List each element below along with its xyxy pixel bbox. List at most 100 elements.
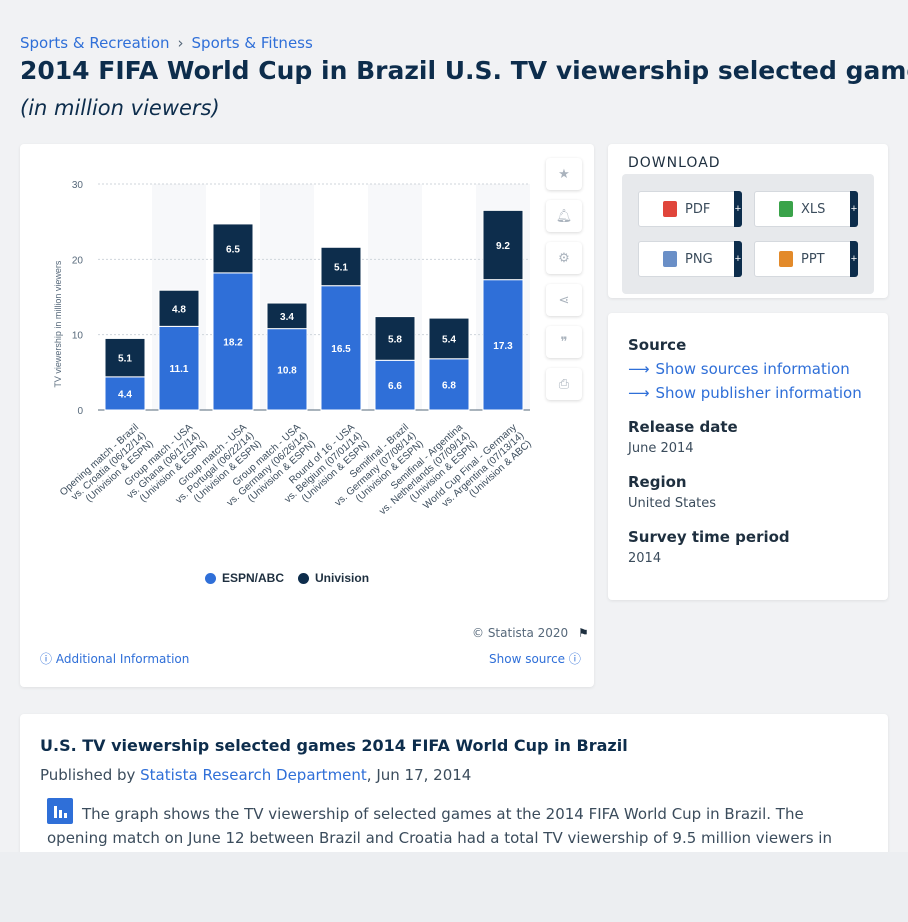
source-label: Source — [628, 336, 687, 354]
legend-dot-espn — [205, 572, 216, 584]
xls-file-icon — [779, 201, 793, 217]
info-icon: ⓘ — [40, 652, 53, 666]
y-tick-label: 30 — [72, 180, 84, 191]
data-label: 5.4 — [442, 334, 456, 345]
star-icon[interactable]: ★ — [546, 158, 582, 190]
download-title: DOWNLOAD — [628, 155, 721, 171]
breadcrumb-link-sports-fitness[interactable]: Sports & Fitness — [191, 34, 313, 52]
survey-period-label: Survey time period — [628, 528, 790, 546]
data-label: 5.1 — [118, 354, 132, 365]
show-sources-link[interactable]: ⟶ Show sources information — [628, 360, 850, 378]
xls-label: XLS — [801, 201, 826, 217]
y-tick-label: 0 — [77, 406, 83, 417]
bar-segment — [320, 246, 362, 287]
bar-segment — [158, 289, 200, 327]
data-label: 9.2 — [496, 241, 510, 252]
bar-chart-icon — [47, 798, 73, 824]
quote-icon[interactable]: ❞ — [546, 326, 582, 358]
legend-dot-univision — [298, 572, 310, 584]
copyright-text: © Statista 2020 — [472, 626, 569, 640]
legend-label-espn: ESPN/ABC — [222, 571, 285, 585]
show-publisher-link[interactable]: ⟶ Show publisher information — [628, 384, 862, 402]
data-label: 17.3 — [493, 341, 513, 352]
region-value: United States — [628, 496, 717, 511]
show-source-link[interactable]: Show source ⓘ — [489, 650, 581, 667]
bottom-band — [0, 852, 908, 922]
bar-segment — [266, 302, 308, 330]
bar-segment — [374, 316, 416, 361]
published-prefix: Published by — [40, 766, 141, 784]
data-label: 6.5 — [226, 244, 240, 255]
show-source-label: Show source — [489, 652, 566, 666]
png-label: PNG — [685, 251, 713, 267]
bar-segment — [158, 325, 200, 411]
download-pdf-button[interactable]: PDF — [638, 191, 742, 227]
data-label: 16.5 — [331, 344, 351, 355]
description-card — [20, 714, 888, 874]
data-label: 4.8 — [172, 304, 186, 315]
legend-item-univision[interactable]: Univision — [298, 571, 369, 585]
xls-plus-icon[interactable]: + — [850, 191, 858, 227]
region-label: Region — [628, 473, 687, 491]
survey-period-value: 2014 — [628, 551, 662, 566]
bell-icon[interactable]: 🔔︎ — [546, 200, 582, 232]
additional-information-link[interactable]: ⓘ Additional Information — [40, 650, 189, 667]
data-label: 11.1 — [170, 364, 189, 375]
published-date: , Jun 17, 2014 — [366, 766, 472, 784]
bar-segment — [266, 328, 308, 411]
legend-label-univision: Univision — [315, 571, 370, 585]
data-label: 5.8 — [388, 334, 402, 345]
download-ppt-button[interactable]: PPT — [754, 241, 858, 277]
ppt-file-icon — [779, 251, 793, 267]
download-png-button[interactable]: PNG — [638, 241, 742, 277]
legend-item-espn[interactable]: ESPN/ABC — [205, 571, 284, 585]
y-tick-label: 10 — [72, 331, 84, 342]
data-label: 18.2 — [223, 337, 243, 348]
ppt-plus-icon[interactable]: + — [850, 241, 858, 277]
arrow-right-icon: ⟶ — [628, 360, 650, 378]
data-label: 10.8 — [277, 365, 297, 376]
chart-copyright: © Statista 2020 ⚑ — [472, 626, 589, 640]
ppt-label: PPT — [801, 251, 825, 267]
release-date-label: Release date — [628, 418, 738, 436]
arrow-right-icon: ⟶ — [628, 384, 650, 402]
info-card — [608, 313, 888, 600]
chart-toolbar: ★ 🔔︎ ⚙ ⋖ ❞ ⎙ — [546, 158, 582, 400]
release-date-value: June 2014 — [628, 441, 694, 456]
gear-icon[interactable]: ⚙ — [546, 242, 582, 274]
print-icon[interactable]: ⎙ — [546, 368, 582, 400]
published-by: Published by Statista Research Departmen… — [40, 766, 471, 784]
bar-segment — [482, 209, 524, 281]
description-title: U.S. TV viewership selected games 2014 F… — [40, 736, 628, 755]
bar-segment — [374, 359, 416, 411]
bar-segment — [212, 223, 254, 274]
additional-information-label: Additional Information — [55, 652, 190, 666]
png-file-icon — [663, 251, 677, 267]
breadcrumb-separator: › — [177, 34, 184, 52]
y-tick-label: 20 — [72, 255, 84, 266]
png-plus-icon[interactable]: + — [734, 241, 742, 277]
pdf-plus-icon[interactable]: + — [734, 191, 742, 227]
share-icon[interactable]: ⋖ — [546, 284, 582, 316]
bar-segment — [212, 272, 254, 411]
download-xls-button[interactable]: XLS — [754, 191, 858, 227]
bar-segment — [104, 337, 146, 378]
data-label: 3.4 — [280, 312, 294, 323]
bar-segment — [428, 358, 470, 411]
bar-segment — [428, 317, 470, 360]
publisher-link[interactable]: Statista Research Department — [140, 766, 367, 784]
page-subtitle: (in million viewers) — [20, 96, 220, 120]
bar-chart: 0 10 20 30 TV viewership in million viewers 4… — [53, 180, 534, 517]
data-label: 5.1 — [334, 262, 348, 273]
info-icon: ⓘ — [568, 652, 581, 666]
breadcrumb-link-sports-recreation[interactable]: Sports & Recreation — [20, 34, 170, 52]
data-label: 4.4 — [118, 389, 132, 400]
y-axis-label: TV viewership in million viewers — [53, 260, 63, 388]
breadcrumb: Sports & Recreation › Sports & Fitness — [20, 34, 313, 52]
page-title: 2014 FIFA World Cup in Brazil U.S. TV vi… — [20, 56, 908, 85]
bar-segment — [320, 285, 362, 411]
bar-segment — [104, 376, 146, 411]
pdf-file-icon — [663, 201, 677, 217]
flag-icon[interactable]: ⚑ — [578, 626, 589, 640]
chart-legend: ESPN/ABC Univision — [205, 571, 369, 585]
